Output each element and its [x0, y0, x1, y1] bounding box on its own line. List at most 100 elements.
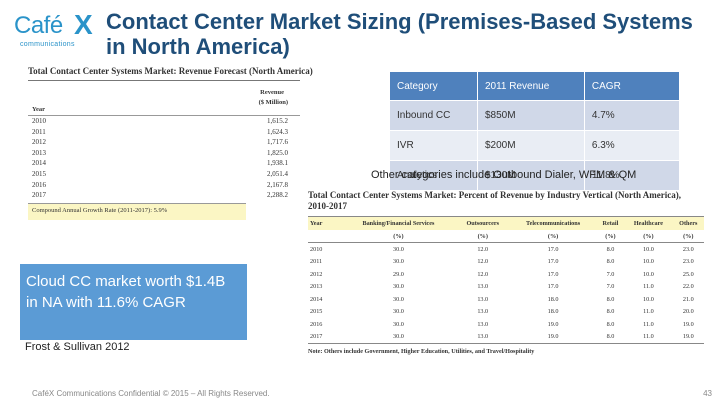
revenue-value: 2,051.4: [267, 169, 288, 178]
industry-value: 21.0: [682, 295, 694, 303]
revenue-value: 1,615.2: [267, 117, 288, 125]
industry-year: 2016: [310, 320, 323, 328]
industry-value: 12.0: [477, 258, 489, 266]
industry-value: 30.0: [393, 283, 404, 291]
table-row: IVR $200M 6.3%: [390, 130, 681, 161]
industry-value: 30.0: [393, 295, 404, 303]
industry-value: 8.0: [606, 258, 615, 266]
table-row: 2013 30.0 13.0 17.0 7.0 11.0 22.0: [308, 281, 704, 294]
table-row: 2011 30.0 12.0 17.0 8.0 10.0 23.0: [308, 256, 704, 269]
industry-value: 8.0: [606, 308, 615, 316]
industry-table-grid: Year Banking/Financial Services Outsourc…: [308, 216, 704, 344]
revenue-year: 2017: [32, 191, 46, 200]
table-row: 2012 1,717.6: [28, 137, 300, 148]
industry-value: 30.0: [393, 320, 404, 328]
revenue-table-body: 2010 1,615.2 2011 1,624.3 2012 1,717.6 2013 1,8…: [28, 116, 300, 201]
industry-value: 12.0: [477, 270, 489, 278]
industry-value: 19.0: [672, 330, 704, 344]
industry-value: 29.0: [393, 270, 404, 278]
industry-col-header: Banking/Financial Services: [341, 216, 456, 230]
category-revenue-table: Category 2011 Revenue CAGR Inbound CC $8…: [390, 72, 681, 191]
revenue-year: 2013: [32, 148, 46, 157]
industry-year: 2012: [310, 270, 323, 278]
industry-value: 12.0: [477, 245, 489, 253]
revenue-value: 1,717.6: [267, 138, 288, 147]
industry-value: 10.0: [643, 295, 654, 303]
industry-header-row: Year Banking/Financial Services Outsourc…: [308, 216, 704, 230]
revenue-value: 2,167.8: [267, 180, 288, 189]
industry-value: 30.0: [393, 308, 404, 316]
revenue-cell: $850M: [477, 100, 585, 131]
industry-unit: (%): [509, 230, 597, 243]
logo-subtitle: communications: [20, 41, 75, 48]
industry-value: 19.0: [682, 320, 694, 328]
logo-x-mark: X: [74, 9, 93, 40]
cagr-cell: 6.3%: [584, 130, 681, 161]
industry-unit: (%): [672, 230, 704, 243]
industry-value: 17.0: [547, 258, 559, 266]
revenue-year: 2015: [32, 169, 46, 178]
revenue-forecast-table: Total Contact Center Systems Market: Rev…: [28, 66, 313, 220]
table-row: 2015 2,051.4: [28, 169, 300, 180]
revenue-year: 2012: [32, 138, 46, 147]
category-table-header: Category 2011 Revenue CAGR: [390, 72, 681, 101]
industry-value: 8.0: [606, 245, 615, 253]
industry-value: 11.0: [643, 320, 654, 328]
industry-value: 13.0: [477, 308, 489, 316]
industry-year: 2015: [310, 308, 323, 316]
revenue-cell: $200M: [477, 130, 585, 161]
industry-year: 2017: [308, 330, 341, 344]
source-citation: Frost & Sullivan 2012: [25, 341, 130, 353]
footer-confidential: CaféX Communications Confidential © 2015…: [32, 389, 270, 398]
table-row: Analytics $130M 11.8%: [390, 160, 681, 191]
revenue-table-title: Total Contact Center Systems Market: Rev…: [28, 66, 313, 81]
industry-value: 8.0: [606, 320, 615, 328]
industry-value: 11.0: [624, 330, 673, 344]
revenue-value: 1,938.1: [267, 159, 288, 168]
industry-col-header: Telecommunications: [509, 216, 597, 230]
industry-year: 2013: [310, 283, 323, 291]
industry-unit: (%): [455, 230, 510, 243]
industry-value: 18.0: [547, 295, 559, 303]
industry-unit-blank: [308, 230, 341, 243]
category-header: Category: [390, 72, 478, 101]
table-row: 2016 30.0 13.0 19.0 8.0 11.0 19.0: [308, 318, 704, 331]
table-row: 2017 30.0 13.0 19.0 8.0 11.0 19.0: [308, 330, 704, 344]
industry-value: 23.0: [682, 245, 694, 253]
industry-value: 25.0: [682, 270, 694, 278]
industry-value: 17.0: [547, 270, 559, 278]
revenue-2011-header: 2011 Revenue: [477, 72, 585, 101]
industry-year: 2010: [310, 245, 323, 253]
industry-value: 17.0: [547, 245, 559, 253]
revenue-year: 2010: [32, 117, 46, 125]
industry-value: 10.0: [643, 270, 654, 278]
table-row: 2014 1,938.1: [28, 158, 300, 169]
cagr-cell: 11.8%: [584, 160, 681, 191]
industry-col-header: Healthcare: [624, 216, 673, 230]
industry-table-body: 2010 30.0 12.0 17.0 8.0 10.0 23.0 2011 30.0 12.0 1…: [308, 243, 704, 344]
table-row: Inbound CC $850M 4.7%: [390, 100, 681, 131]
category-cell: Inbound CC: [390, 100, 478, 131]
industry-value: 10.0: [643, 258, 654, 266]
industry-value: 18.0: [547, 308, 559, 316]
revenue-value: 1,825.0: [267, 148, 288, 157]
revenue-col-revenue: Revenue: [260, 89, 284, 96]
logo-word: Café: [14, 12, 63, 39]
industry-col-header: Year: [308, 216, 341, 230]
industry-value: 11.0: [643, 283, 654, 291]
revenue-cagr-note: Compound Annual Growth Rate (2011-2017):…: [28, 202, 246, 220]
industry-value: 7.0: [606, 270, 615, 278]
revenue-year: 2011: [32, 127, 46, 136]
table-row: 2010 30.0 12.0 17.0 8.0 10.0 23.0: [308, 243, 704, 256]
industry-col-header: Outsourcers: [455, 216, 510, 230]
industry-value: 10.0: [643, 245, 654, 253]
industry-value: 17.0: [547, 283, 559, 291]
industry-vertical-table: Total Contact Center Systems Market: Per…: [308, 190, 704, 355]
industry-year: 2014: [310, 295, 323, 303]
table-row: 2017 2,288.2: [28, 190, 300, 201]
revenue-year: 2016: [32, 180, 46, 189]
industry-value: 22.0: [682, 283, 694, 291]
revenue-col-unit: ($ Million): [258, 99, 288, 106]
table-row: 2016 2,167.8: [28, 180, 300, 191]
table-row: 2010 1,615.2: [28, 116, 300, 127]
